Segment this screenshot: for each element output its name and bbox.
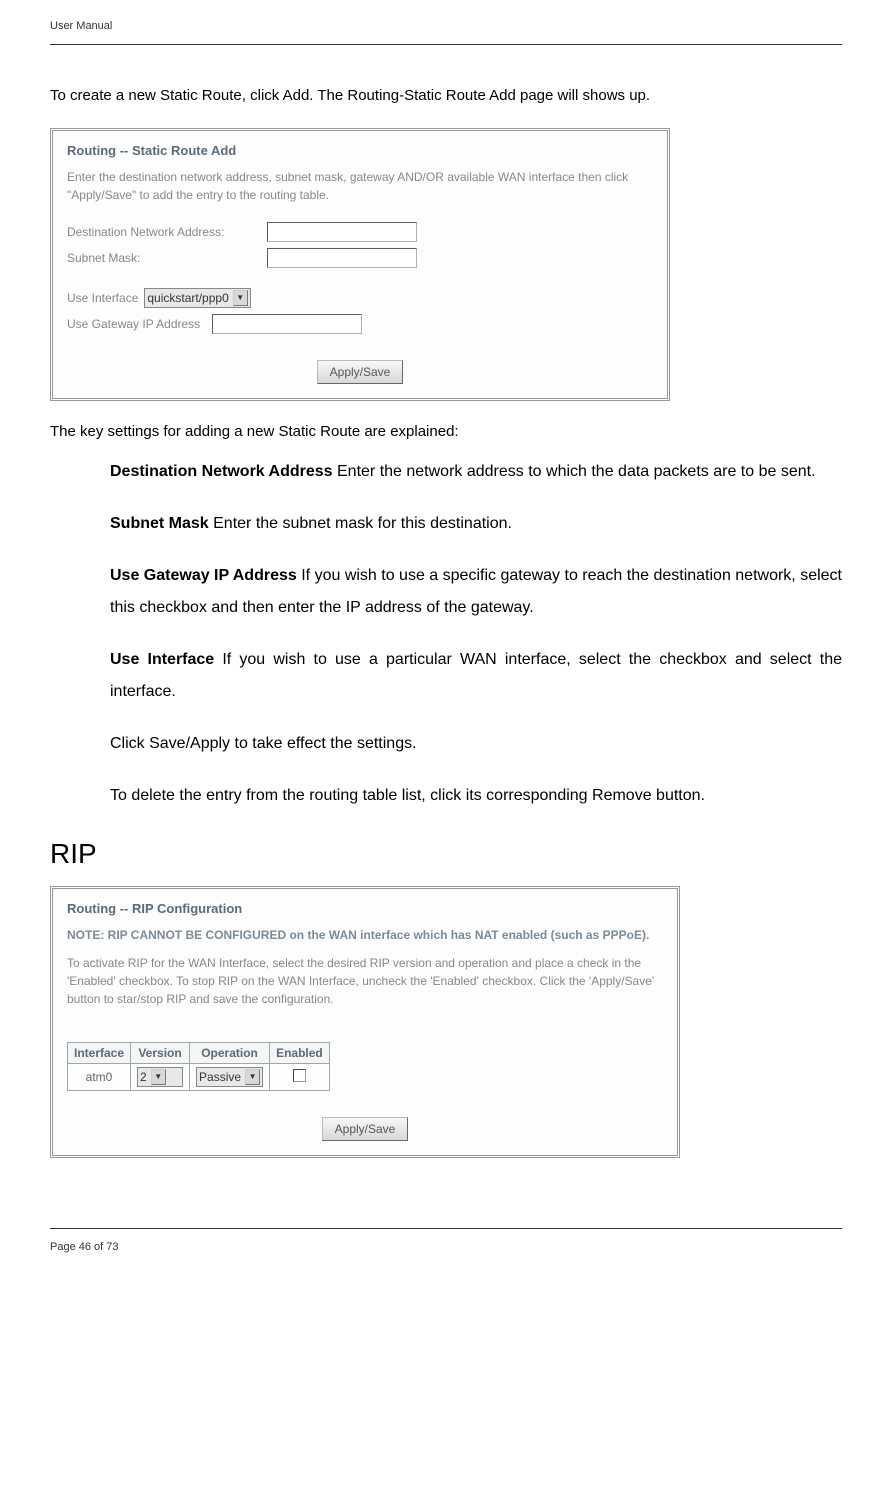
cell-enabled [270, 1063, 330, 1090]
operation-value: Passive [199, 1070, 241, 1084]
def-subnet-term: Subnet Mask [110, 515, 209, 532]
cell-version: 2 ▼ [131, 1063, 190, 1090]
gateway-row: Use Gateway IP Address [67, 314, 653, 334]
ss2-desc: To activate RIP for the WAN Interface, s… [67, 954, 663, 1008]
def-subnet: Subnet Mask Enter the subnet mask for th… [110, 508, 842, 540]
def-gateway: Use Gateway IP Address If you wish to us… [110, 560, 842, 624]
def-subnet-text: Enter the subnet mask for this destinati… [209, 515, 512, 532]
table-row: atm0 2 ▼ Passive ▼ [68, 1063, 330, 1090]
gateway-input[interactable] [212, 314, 362, 334]
interface-select[interactable]: quickstart/ppp0 ▼ [144, 288, 250, 308]
interface-row: Use Interface quickstart/ppp0 ▼ [67, 288, 653, 308]
dest-row: Destination Network Address: [67, 222, 653, 242]
th-enabled: Enabled [270, 1042, 330, 1063]
apply-save-button[interactable]: Apply/Save [317, 360, 404, 384]
rip-apply-save-button[interactable]: Apply/Save [322, 1117, 409, 1141]
def-dest: Destination Network Address Enter the ne… [110, 456, 842, 488]
th-interface: Interface [68, 1042, 131, 1063]
version-value: 2 [140, 1070, 147, 1084]
def-delete: To delete the entry from the routing tab… [110, 780, 842, 812]
def-dest-text: Enter the network address to which the d… [333, 463, 816, 480]
ss1-title: Routing -- Static Route Add [67, 143, 653, 158]
table-header-row: Interface Version Operation Enabled [68, 1042, 330, 1063]
use-gateway-label: Use Gateway IP Address [67, 317, 200, 331]
def-interface-text: If you wish to use a particular WAN inte… [110, 651, 842, 700]
th-operation: Operation [190, 1042, 270, 1063]
version-select[interactable]: 2 ▼ [137, 1067, 183, 1087]
cell-operation: Passive ▼ [190, 1063, 270, 1090]
cell-interface: atm0 [68, 1063, 131, 1090]
use-interface-label: Use Interface [67, 291, 138, 305]
ss1-desc: Enter the destination network address, s… [67, 168, 653, 204]
interface-select-value: quickstart/ppp0 [147, 291, 228, 305]
ss2-note: NOTE: RIP CANNOT BE CONFIGURED on the WA… [67, 926, 663, 944]
static-route-screenshot: Routing -- Static Route Add Enter the de… [50, 128, 670, 401]
th-version: Version [131, 1042, 190, 1063]
def-gateway-term: Use Gateway IP Address [110, 567, 297, 584]
enabled-checkbox[interactable] [293, 1069, 306, 1082]
key-settings-intro: The key settings for adding a new Static… [50, 423, 842, 440]
dest-label: Destination Network Address: [67, 225, 267, 239]
intro-paragraph: To create a new Static Route, click Add.… [50, 85, 842, 108]
chevron-down-icon: ▼ [233, 290, 248, 306]
dest-input[interactable] [267, 222, 417, 242]
rip-screenshot: Routing -- RIP Configuration NOTE: RIP C… [50, 886, 680, 1158]
def-save: Click Save/Apply to take effect the sett… [110, 728, 842, 760]
page-header: User Manual [50, 20, 842, 45]
def-dest-term: Destination Network Address [110, 463, 333, 480]
chevron-down-icon: ▼ [245, 1069, 260, 1085]
def-interface: Use Interface If you wish to use a parti… [110, 644, 842, 708]
rip-table: Interface Version Operation Enabled atm0… [67, 1042, 330, 1091]
ss2-title: Routing -- RIP Configuration [67, 901, 663, 916]
page-footer: Page 46 of 73 [50, 1228, 842, 1253]
subnet-row: Subnet Mask: [67, 248, 653, 268]
operation-select[interactable]: Passive ▼ [196, 1067, 263, 1087]
rip-heading: RIP [50, 838, 842, 870]
subnet-input[interactable] [267, 248, 417, 268]
subnet-label: Subnet Mask: [67, 251, 267, 265]
def-interface-term: Use Interface [110, 651, 214, 668]
chevron-down-icon: ▼ [151, 1069, 166, 1085]
